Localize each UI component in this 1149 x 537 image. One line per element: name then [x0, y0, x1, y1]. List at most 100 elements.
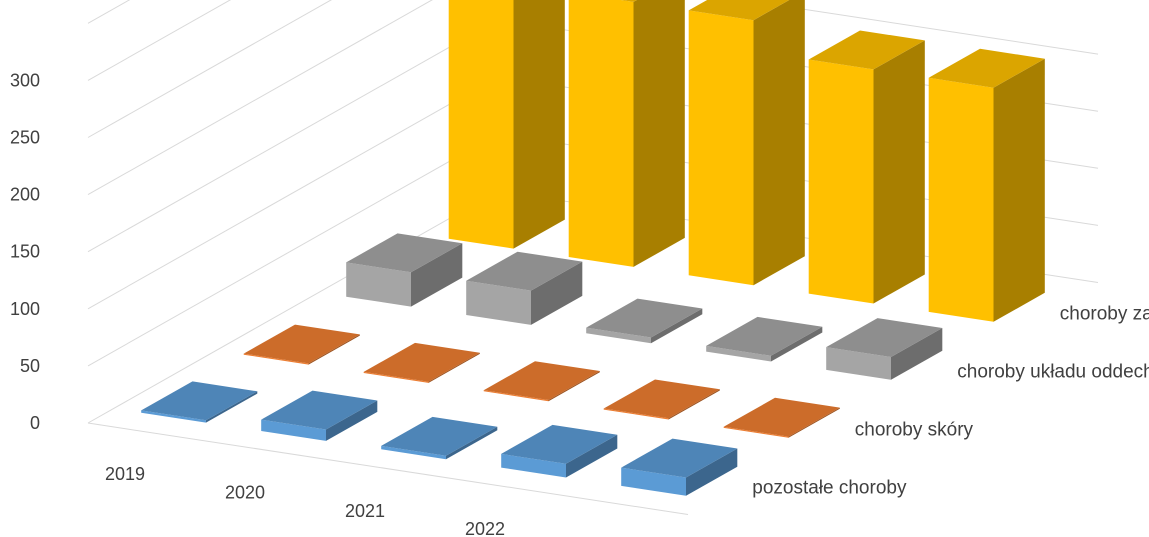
bar-choroby-skory-2023: [723, 397, 840, 438]
bar-top-face: [723, 397, 840, 437]
bar-top-face: [501, 424, 618, 464]
y-tick-label: 0: [30, 413, 40, 433]
floor-edge: [87, 422, 689, 515]
bar-top-face: [603, 379, 720, 419]
bar-side-face: [788, 407, 840, 438]
gridline: [87, 0, 1099, 196]
bar-top-face: [586, 298, 703, 338]
y-tick-label: 50: [20, 356, 40, 376]
bar-top-face: [826, 318, 943, 357]
x-category-label: 2021: [345, 501, 385, 521]
bar-choroby-skory-2019: [243, 324, 360, 365]
bar-front-face: [381, 445, 446, 460]
bar-pozostale-choroby-2019: [141, 381, 258, 423]
bar-side-face: [668, 389, 720, 420]
bar-top-face: [706, 316, 823, 356]
bar-side-face: [566, 434, 618, 478]
bar-side-face: [206, 391, 258, 423]
bar-choroby-zakazne-lub-pasozytnicze-2020: [568, 0, 685, 267]
bar-side-face: [411, 243, 463, 307]
bar-side-face: [308, 334, 360, 365]
bar-front-face: [243, 353, 309, 365]
bar-front-face: [706, 345, 771, 362]
bar-front-face: [363, 371, 429, 383]
bar-front-face: [466, 280, 531, 325]
bar-top-face: [688, 0, 790, 21]
bar-side-face: [891, 328, 943, 380]
bar-front-face: [501, 453, 566, 478]
bar-front-face: [448, 0, 514, 249]
bar-choroby-skory-2020: [363, 342, 480, 383]
bar-choroby-zakazne-lub-pasozytnicze-2022: [808, 30, 925, 304]
bar-choroby-ukladu-oddechowego-2019: [346, 233, 463, 307]
bar-pozostale-choroby-2022: [501, 424, 618, 478]
gridline: [87, 0, 232, 81]
bar-front-face: [928, 77, 994, 322]
bar-top-face: [381, 416, 498, 456]
bar-front-face: [723, 426, 789, 438]
bar-side-face: [531, 261, 583, 325]
series-label-choroby-zakazne-lub-pasozytnicze: choroby zakaźne lub pasożytnicze: [1060, 304, 1149, 325]
bar-top-face: [620, 0, 637, 2]
bar-choroby-ukladu-oddechowego-2020: [466, 251, 583, 325]
bar-top-face: [621, 438, 738, 478]
bar-side-face: [513, 0, 565, 249]
x-axis-category-labels: 20192020202120222023: [105, 464, 505, 537]
bar-side-face: [753, 0, 805, 286]
bar-front-face: [483, 390, 549, 402]
bar-front-face: [826, 347, 891, 380]
y-tick-label: 150: [10, 242, 40, 262]
bar-side-face: [873, 40, 925, 304]
bar-choroby-zakazne-lub-pasozytnicze-2023: [928, 48, 1045, 322]
bar-top-face: [261, 390, 378, 430]
bar-front-face: [346, 262, 411, 307]
bar-top-face: [466, 251, 583, 291]
bar-choroby-zakazne-lub-pasozytnicze-2019: [448, 0, 565, 249]
bar-front-face: [688, 10, 754, 286]
y-tick-label: 250: [10, 128, 40, 148]
bar-side-face: [651, 308, 703, 344]
y-tick-label: 200: [10, 185, 40, 205]
y-tick-label: 100: [10, 299, 40, 319]
x-category-label: 2022: [465, 519, 505, 537]
bars: [141, 0, 1045, 496]
series-label-choroby-skory: choroby skóry: [855, 420, 974, 441]
bar-top-face: [808, 30, 925, 70]
depth-axis-series-labels: choroby zakaźne lub pasożytnicze choroby …: [752, 304, 1149, 499]
bar-choroby-ukladu-oddechowego-2023: [826, 318, 943, 380]
bar-choroby-ukladu-oddechowego-2022: [706, 316, 823, 362]
y-tick-label: 300: [10, 70, 40, 90]
bar-top-face: [141, 381, 258, 421]
bar-front-face: [808, 59, 874, 304]
bar-side-face: [993, 58, 1045, 322]
bar-choroby-skory-2021: [483, 361, 600, 402]
bar-side-face: [686, 448, 738, 496]
bar-front-face: [568, 0, 634, 267]
x-category-label: 2020: [225, 482, 265, 502]
bar-pozostale-choroby-2021: [381, 416, 498, 460]
bar-pozostale-choroby-2023: [621, 438, 738, 496]
bar-side-face: [771, 326, 823, 362]
y-axis-tick-labels: 0 50 100 150 200 250 300: [10, 70, 40, 433]
bar-front-face: [586, 327, 651, 344]
bar-side-face: [446, 426, 498, 460]
bar-choroby-zakazne-lub-pasozytnicze-2021: [688, 0, 805, 286]
bar-front-face: [141, 410, 206, 423]
bar-top-face: [243, 324, 360, 364]
gridline: [87, 0, 333, 138]
bar-side-face: [326, 400, 378, 441]
bar-side-face: [548, 371, 600, 402]
bar-side-face: [428, 352, 480, 383]
bar-pozostale-choroby-2020: [261, 390, 378, 441]
bar-side-face: [633, 0, 685, 267]
bar-front-face: [603, 408, 669, 420]
bar-choroby-ukladu-oddechowego-2021: [586, 298, 703, 344]
bar-front-face: [261, 419, 326, 441]
bar-top-face: [363, 342, 480, 382]
series-label-pozostale-choroby: pozostałe choroby: [752, 478, 907, 499]
bar-top-face: [483, 361, 600, 400]
bar-front-face: [621, 467, 686, 496]
x-category-label: 2019: [105, 464, 145, 484]
bar-choroby-skory-2022: [603, 379, 720, 420]
